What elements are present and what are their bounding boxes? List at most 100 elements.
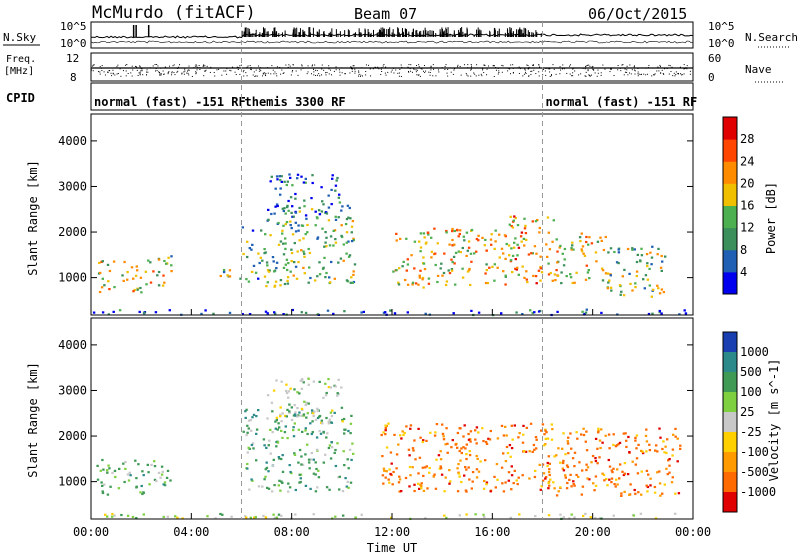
power-cell xyxy=(98,261,101,264)
power-cell xyxy=(549,271,552,275)
velocity-cell xyxy=(334,515,337,518)
nave-point xyxy=(276,75,278,77)
power-cell xyxy=(112,260,116,263)
nave-point xyxy=(507,67,509,69)
velocity-cell xyxy=(555,454,558,457)
cpid-segment-label: themis 3300 RF xyxy=(245,95,346,109)
power-cell xyxy=(516,243,519,246)
velocity-cell xyxy=(330,441,333,444)
velocity-cell xyxy=(507,479,510,482)
power-cell xyxy=(134,274,138,277)
power-cell xyxy=(658,292,662,295)
velocity-cell xyxy=(439,458,443,461)
power-cell xyxy=(430,236,433,239)
power-cell xyxy=(330,188,333,191)
power-cell xyxy=(281,207,284,210)
power-cell xyxy=(239,277,242,280)
power-cell xyxy=(456,228,459,231)
nave-point xyxy=(204,70,206,72)
colorbar-tick-label: 25 xyxy=(740,405,754,419)
power-cell xyxy=(271,256,275,259)
power-cell xyxy=(342,259,345,262)
power-cell xyxy=(277,243,281,246)
power-cell xyxy=(582,252,585,255)
velocity-cell xyxy=(350,458,353,461)
nave-point xyxy=(261,75,263,77)
power-cell xyxy=(465,231,469,234)
nave-point xyxy=(664,67,666,69)
velocity-cell xyxy=(577,475,580,478)
velocity-cell xyxy=(585,449,589,452)
velocity-cell xyxy=(533,475,537,479)
power-cell xyxy=(443,252,446,255)
power-cell xyxy=(280,175,283,178)
nave-point xyxy=(146,69,148,71)
nave-point xyxy=(358,70,360,72)
nave-point xyxy=(127,73,129,75)
velocity-cell xyxy=(458,475,461,478)
velocity-cell xyxy=(312,458,315,461)
nave-point xyxy=(101,65,103,67)
power-cell xyxy=(615,261,619,264)
velocity-cell xyxy=(338,488,341,491)
power-cell xyxy=(520,240,523,243)
power-cell xyxy=(296,250,299,253)
velocity-cell xyxy=(124,467,127,470)
velocity-cell xyxy=(296,407,299,410)
velocity-cell xyxy=(565,487,569,490)
power-cell xyxy=(266,269,270,272)
velocity-cell xyxy=(573,516,576,519)
velocity-cell xyxy=(505,445,509,449)
nave-point xyxy=(507,70,509,72)
power-cell xyxy=(156,274,159,277)
velocity-cell xyxy=(598,456,601,459)
velocity-cell xyxy=(298,448,302,452)
nave-point xyxy=(239,65,241,67)
velocity-cell xyxy=(316,407,319,410)
velocity-cell xyxy=(347,429,350,433)
velocity-cell xyxy=(337,476,340,479)
nave-point xyxy=(530,70,532,72)
power-cell xyxy=(503,234,507,237)
power-cell xyxy=(351,220,355,223)
nave-point xyxy=(358,73,360,75)
nave-point xyxy=(457,64,459,66)
velocity-cell xyxy=(311,431,314,434)
velocity-cell xyxy=(304,484,308,487)
nave-point xyxy=(156,64,158,66)
velocity-cell xyxy=(206,515,209,518)
velocity-cell xyxy=(219,512,222,516)
velocity-cell xyxy=(324,394,328,397)
power-cell xyxy=(534,220,538,223)
velocity-cell xyxy=(548,468,551,471)
power-cell xyxy=(302,237,305,240)
power-cell xyxy=(122,279,125,282)
power-cell xyxy=(486,282,490,285)
velocity-cell xyxy=(464,489,468,492)
power-cell xyxy=(352,237,355,240)
power-cell xyxy=(419,269,422,272)
velocity-cell xyxy=(278,457,281,460)
velocity-cell xyxy=(312,414,315,417)
nave-point xyxy=(239,73,241,75)
power-cell xyxy=(507,244,511,247)
velocity-cell xyxy=(101,491,105,495)
velocity-cell xyxy=(271,431,274,434)
power-cell xyxy=(149,261,152,264)
velocity-cell xyxy=(383,469,386,472)
velocity-cell xyxy=(605,477,608,481)
velocity-cell xyxy=(123,480,126,484)
power-cell xyxy=(280,180,283,183)
nave-point xyxy=(381,67,383,69)
nave-point xyxy=(411,71,413,73)
velocity-cell xyxy=(417,472,420,475)
power-cell xyxy=(535,252,538,255)
nave-point xyxy=(376,67,378,69)
power-cell xyxy=(517,246,521,249)
velocity-cell xyxy=(641,450,644,453)
velocity-cell xyxy=(290,406,293,409)
nave-point xyxy=(397,72,399,74)
velocity-cell xyxy=(465,457,468,461)
nave-point xyxy=(209,71,211,73)
power-cell xyxy=(430,256,433,259)
